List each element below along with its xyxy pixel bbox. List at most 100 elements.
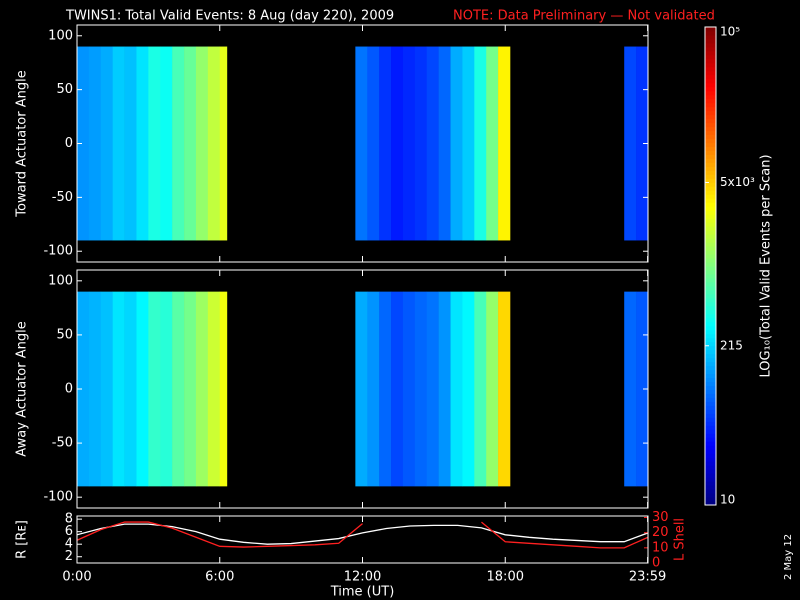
x-tick-label: 18:00 (487, 570, 524, 585)
heatmap-cell (391, 46, 404, 241)
colorbar-swatch (705, 401, 716, 406)
colorbar-swatch (705, 258, 716, 263)
colorbar-swatch (705, 497, 716, 502)
colorbar-swatch (705, 242, 716, 247)
colorbar-swatch (705, 202, 716, 207)
y-tick-label: -50 (52, 190, 73, 205)
colorbar-swatch (705, 74, 716, 80)
colorbar-swatch (705, 461, 716, 466)
y-tick-label: 4 (65, 537, 73, 552)
colorbar-swatch (705, 457, 716, 462)
note: NOTE: Data Preliminary — Not validated (453, 9, 715, 24)
colorbar-swatch (705, 66, 716, 72)
heatmap-cell (462, 46, 475, 241)
colorbar-swatch (705, 90, 716, 96)
colorbar-swatch (705, 122, 716, 128)
heatmap-cell (438, 291, 451, 487)
colorbar-swatch (705, 305, 716, 311)
y-axis-label: R [Rᴇ] (15, 520, 30, 559)
colorbar-swatch (705, 262, 716, 267)
colorbar-swatch (705, 150, 716, 155)
colorbar-swatch (705, 297, 716, 303)
colorbar-swatch (705, 273, 716, 279)
colorbar-swatch (705, 246, 716, 251)
colorbar-swatch (705, 42, 716, 48)
colorbar-swatch (705, 409, 716, 414)
heatmap-cell (77, 46, 90, 241)
colorbar-swatch (705, 309, 716, 315)
heatmap-cell (402, 46, 416, 241)
colorbar-swatch (705, 138, 716, 144)
y-axis-label: Toward Actuator Angle (15, 70, 30, 217)
colorbar-swatch (705, 433, 716, 438)
colorbar-swatch (705, 337, 716, 343)
colorbar-swatch (705, 345, 716, 351)
colorbar-swatch (705, 353, 716, 359)
colorbar-label: LOG₁₀(Total Valid Events per Scan) (759, 154, 774, 377)
colorbar-swatch (705, 321, 716, 327)
heatmap-cell (124, 291, 137, 487)
y-tick-label: 100 (48, 273, 73, 288)
heatmap-cell (160, 46, 173, 241)
heatmap-cell (624, 46, 637, 241)
heatmap-cell (474, 46, 487, 241)
colorbar-swatch (705, 226, 716, 231)
heatmap-cell (207, 291, 221, 487)
colorbar-swatch (705, 146, 716, 151)
heatmap-cell (438, 46, 451, 241)
heatmap-cell (219, 291, 228, 487)
y2-tick-label: 0 (652, 556, 660, 571)
heatmap-cell (355, 46, 368, 241)
colorbar-swatch (705, 361, 716, 367)
heatmap-cell (88, 291, 102, 487)
heatmap-cell (160, 291, 173, 487)
heatmap-cell (136, 291, 149, 487)
y-tick-label: 2 (65, 549, 73, 564)
colorbar-swatch (705, 277, 716, 283)
colorbar-swatch (705, 269, 716, 275)
colorbar-swatch (705, 501, 716, 506)
heatmap-cell (414, 46, 428, 241)
colorbar-swatch (705, 174, 716, 179)
colorbar-swatch (705, 118, 716, 124)
colorbar-swatch (705, 218, 716, 223)
colorbar-swatch (705, 186, 716, 191)
heatmap-cell (219, 46, 228, 241)
heatmap-cell (379, 46, 392, 241)
heatmap-cell (391, 291, 404, 487)
colorbar-swatch (705, 341, 716, 347)
heatmap-cell (100, 291, 113, 487)
colorbar-swatch (705, 50, 716, 56)
heatmap-cell (498, 291, 511, 487)
y-tick-label: 100 (48, 28, 73, 43)
colorbar-swatch (705, 437, 716, 442)
colorbar-tick-label: 5x10³ (720, 175, 755, 189)
x-axis-label: Time (UT) (330, 585, 395, 600)
colorbar-swatch (705, 94, 716, 100)
colorbar-swatch (705, 154, 716, 159)
y-tick-label: -100 (43, 490, 73, 505)
y-tick-label: 8 (65, 512, 73, 527)
colorbar-swatch (705, 417, 716, 422)
colorbar-swatch (705, 58, 716, 64)
colorbar-swatch (705, 70, 716, 76)
colorbar-swatch (705, 27, 716, 32)
colorbar-swatch (705, 493, 716, 498)
colorbar-swatch (705, 130, 716, 136)
heatmap-cell (624, 291, 637, 487)
colorbar-swatch (705, 373, 716, 379)
y2-tick-label: 10 (652, 540, 669, 555)
heatmap-cell (450, 46, 463, 241)
colorbar-swatch (705, 254, 716, 259)
heatmap-cell (184, 46, 197, 241)
series-line (77, 523, 648, 545)
colorbar-swatch (705, 477, 716, 482)
colorbar-tick-label: 10⁵ (720, 25, 740, 39)
colorbar-swatch (705, 54, 716, 60)
heatmap-cell (636, 46, 649, 241)
y-tick-label: -100 (43, 244, 73, 259)
colorbar-swatch (705, 489, 716, 494)
colorbar-swatch (705, 289, 716, 295)
colorbar-swatch (705, 230, 716, 235)
